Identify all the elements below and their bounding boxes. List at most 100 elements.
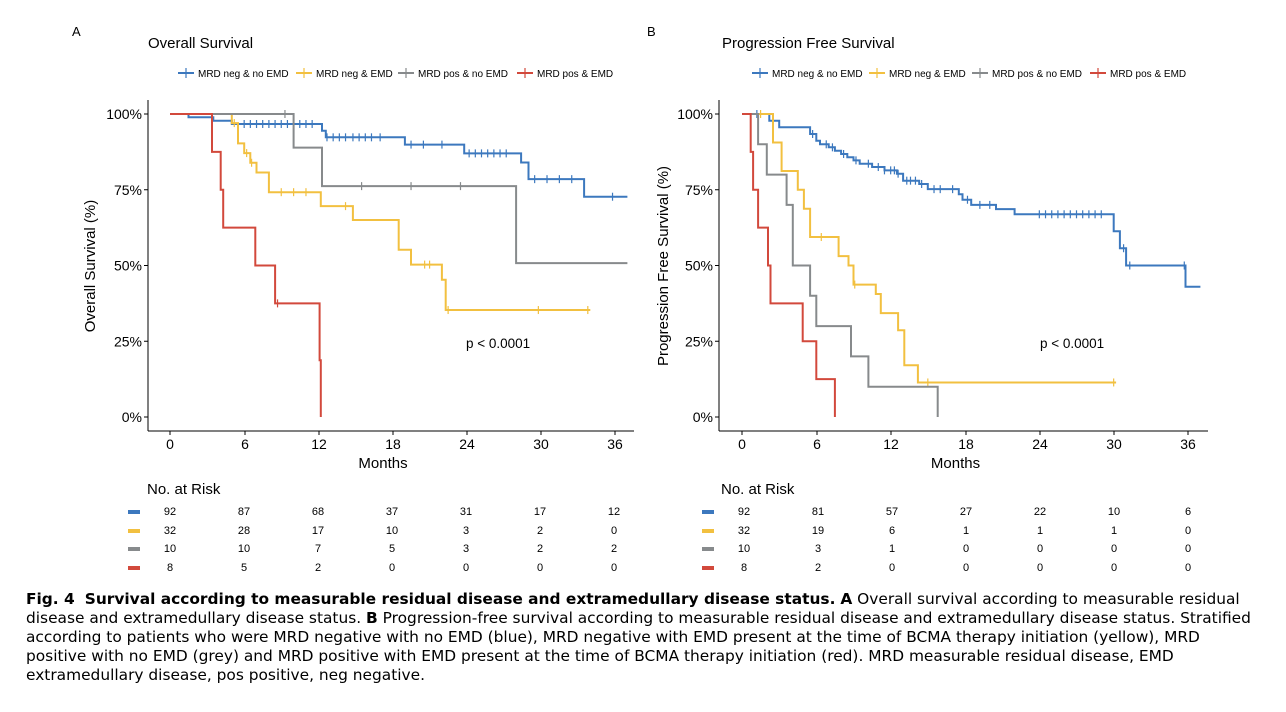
- y-axis-title: Overall Survival (%): [82, 200, 99, 333]
- risk-count: 2: [537, 543, 543, 555]
- survival-curve: [742, 113, 939, 417]
- panel-label: B: [647, 24, 656, 39]
- risk-count: 1: [1111, 525, 1117, 537]
- risk-count: 7: [315, 543, 321, 555]
- risk-count: 1: [889, 543, 895, 555]
- x-axis-title: Months: [358, 455, 407, 472]
- survival-curve: [170, 113, 628, 265]
- x-tick-label: 18: [385, 436, 401, 452]
- chart-title: Overall Survival: [148, 35, 253, 52]
- risk-count: 27: [960, 506, 972, 518]
- survival-curve: [170, 113, 322, 417]
- risk-count: 0: [963, 562, 969, 574]
- risk-count: 0: [1037, 543, 1043, 555]
- risk-count: 0: [1111, 543, 1117, 555]
- risk-count: 0: [537, 562, 543, 574]
- risk-count: 1: [1037, 525, 1043, 537]
- risk-table-title: No. at Risk: [147, 481, 221, 498]
- panel-label: A: [72, 24, 81, 39]
- risk-count: 10: [386, 525, 398, 537]
- risk-count: 2: [815, 562, 821, 574]
- risk-count: 19: [812, 525, 824, 537]
- risk-row-swatch: [128, 547, 140, 551]
- y-tick-label: 100%: [677, 106, 713, 122]
- legend-label: MRD neg & no EMD: [198, 69, 289, 80]
- legend-label: MRD pos & no EMD: [992, 69, 1082, 80]
- risk-count: 92: [738, 506, 750, 518]
- y-tick-label: 50%: [685, 258, 713, 274]
- y-axis-title: Progression Free Survival (%): [655, 166, 672, 366]
- risk-count: 17: [534, 506, 546, 518]
- risk-count: 5: [241, 562, 247, 574]
- risk-count: 57: [886, 506, 898, 518]
- risk-count: 8: [741, 562, 747, 574]
- risk-count: 3: [463, 525, 469, 537]
- survival-curve: [170, 113, 628, 198]
- risk-row-swatch: [702, 510, 714, 514]
- x-tick-label: 0: [738, 436, 746, 452]
- risk-count: 2: [611, 543, 617, 555]
- risk-count: 0: [1185, 562, 1191, 574]
- caption-figure-label: Fig. 4: [26, 590, 75, 608]
- caption-text-b: Progression-free survival according to m…: [26, 609, 1251, 684]
- risk-count: 32: [738, 525, 750, 537]
- y-tick-label: 0%: [693, 409, 713, 425]
- risk-count: 10: [1108, 506, 1120, 518]
- y-tick-label: 0%: [122, 409, 142, 425]
- y-tick-label: 75%: [114, 182, 142, 198]
- x-tick-label: 12: [883, 436, 899, 452]
- risk-count: 5: [389, 543, 395, 555]
- x-tick-label: 6: [241, 436, 249, 452]
- x-tick-label: 24: [1032, 436, 1048, 452]
- x-tick-label: 0: [166, 436, 174, 452]
- y-tick-label: 25%: [114, 333, 142, 349]
- caption-label-a: A: [840, 590, 853, 608]
- risk-count: 17: [312, 525, 324, 537]
- risk-row-swatch: [128, 529, 140, 533]
- risk-count: 8: [167, 562, 173, 574]
- risk-table-title: No. at Risk: [721, 481, 795, 498]
- risk-count: 0: [611, 525, 617, 537]
- risk-row-swatch: [128, 566, 140, 570]
- survival-curve: [170, 113, 591, 311]
- risk-count: 0: [1037, 562, 1043, 574]
- legend-label: MRD neg & no EMD: [772, 69, 863, 80]
- risk-count: 0: [1111, 562, 1117, 574]
- survival-curve: [742, 113, 1201, 288]
- caption-label-b: B: [366, 609, 378, 627]
- survival-curve: [742, 113, 1117, 384]
- risk-count: 0: [963, 543, 969, 555]
- risk-count: 12: [608, 506, 620, 518]
- chart-title: Progression Free Survival: [722, 35, 895, 52]
- x-axis-title: Months: [931, 455, 980, 472]
- risk-count: 22: [1034, 506, 1046, 518]
- x-tick-label: 30: [1106, 436, 1122, 452]
- risk-count: 3: [815, 543, 821, 555]
- x-tick-label: 12: [311, 436, 327, 452]
- y-tick-label: 100%: [106, 106, 142, 122]
- legend-label: MRD neg & EMD: [316, 69, 393, 80]
- risk-row-swatch: [702, 547, 714, 551]
- risk-count: 37: [386, 506, 398, 518]
- risk-count: 3: [463, 543, 469, 555]
- x-tick-label: 36: [1180, 436, 1196, 452]
- caption-text-a: Overall survival according to measurable…: [26, 590, 1240, 627]
- x-tick-label: 36: [607, 436, 623, 452]
- survival-curve: [742, 113, 836, 417]
- risk-count: 6: [1185, 506, 1191, 518]
- legend-label: MRD pos & EMD: [537, 69, 613, 80]
- risk-count: 2: [537, 525, 543, 537]
- risk-row-swatch: [702, 566, 714, 570]
- risk-count: 87: [238, 506, 250, 518]
- risk-count: 28: [238, 525, 250, 537]
- risk-count: 2: [315, 562, 321, 574]
- risk-count: 68: [312, 506, 324, 518]
- x-tick-label: 18: [958, 436, 974, 452]
- risk-count: 0: [389, 562, 395, 574]
- risk-count: 1: [963, 525, 969, 537]
- caption-title: Survival according to measurable residua…: [84, 590, 836, 608]
- risk-count: 10: [738, 543, 750, 555]
- p-value-annotation: p < 0.0001: [1040, 336, 1104, 351]
- y-tick-label: 25%: [685, 333, 713, 349]
